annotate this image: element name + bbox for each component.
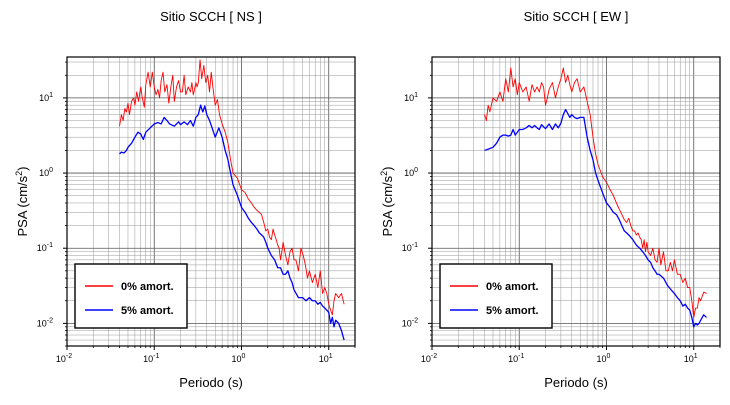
tick-exponent: -2 [47,317,53,324]
x-tick-label: 101 [319,353,333,364]
legend-box [74,263,188,329]
tick-base: 10 [319,354,329,364]
y-tick-label: 100 [39,167,53,178]
tick-exponent: 0 [607,353,611,360]
chart-panel-1: Sitio SCCH [ NS ]10-2 10-1 100 10110-210-11… [14,9,356,390]
tick-base: 10 [56,354,66,364]
y-tick-label: 10-2 [37,317,53,328]
y-axis-label-text: PSA (cm/s [15,175,30,236]
tick-base: 10 [143,354,153,364]
tick-base: 10 [597,354,607,364]
y-axis-label-end: ) [380,166,395,170]
tick-exponent: 0 [414,167,418,174]
tick-base: 10 [404,168,414,178]
series-line-damping-0 [484,67,707,318]
y-axis-label: PSA (cm/s2) [14,166,30,236]
tick-base: 10 [39,168,49,178]
tick-base: 10 [508,354,518,364]
chart-title: Sitio SCCH [ EW ] [524,9,629,24]
tick-base: 10 [39,93,49,103]
tick-exponent: -2 [412,317,418,324]
tick-exponent: 1 [414,92,418,99]
tick-exponent: -1 [47,242,53,249]
x-axis-label: Periodo (s) [179,375,243,390]
series-line-damping-5 [119,104,345,341]
plot-frame [431,56,721,347]
legend-label: 0% amort. [121,281,174,293]
x-axis-label: Periodo (s) [544,375,608,390]
plot-frame [66,56,356,347]
tick-exponent: 1 [694,353,698,360]
legend: 0% amort. 5% amort. [74,263,188,329]
x-tick-label: 100 [597,353,611,364]
tick-exponent: 1 [329,353,333,360]
y-axis-label-sup: 2 [14,171,24,176]
tick-base: 10 [37,243,47,253]
tick-base: 10 [402,318,412,328]
y-axis-label-end: ) [15,166,30,170]
x-tick-label: 10-1 [508,353,524,364]
chart-panel-2: Sitio SCCH [ EW ]10-2 10-1 100 10110-210-11… [379,9,721,390]
y-axis-label-sup: 2 [379,171,389,176]
tick-base: 10 [404,93,414,103]
tick-exponent: -1 [518,353,524,360]
y-tick-label: 101 [39,92,53,103]
tick-exponent: -1 [153,353,159,360]
tick-exponent: -2 [66,353,72,360]
y-axis-label-text: PSA (cm/s [380,175,395,236]
legend-label: 0% amort. [486,281,539,293]
series-line-damping-0 [119,59,345,316]
x-tick-label: 10-2 [421,353,437,364]
y-tick-label: 10-1 [402,242,418,253]
y-tick-label: 100 [404,167,418,178]
tick-exponent: -1 [412,242,418,249]
tick-base: 10 [232,354,242,364]
legend-box [439,263,553,329]
x-tick-label: 10-2 [56,353,72,364]
tick-exponent: 0 [49,167,53,174]
x-tick-label: 10-1 [143,353,159,364]
tick-base: 10 [37,318,47,328]
legend-label: 5% amort. [486,305,539,317]
tick-exponent: 0 [242,353,246,360]
y-axis-label: PSA (cm/s2) [379,166,395,236]
legend: 0% amort. 5% amort. [439,263,553,329]
tick-base: 10 [421,354,431,364]
chart-title: Sitio SCCH [ NS ] [160,9,262,24]
tick-base: 10 [402,243,412,253]
y-tick-label: 10-2 [402,317,418,328]
series-line-damping-5 [484,108,707,328]
tick-exponent: -2 [431,353,437,360]
tick-exponent: 1 [49,92,53,99]
y-tick-label: 101 [404,92,418,103]
x-tick-label: 100 [232,353,246,364]
legend-label: 5% amort. [121,305,174,317]
x-tick-label: 101 [684,353,698,364]
tick-base: 10 [684,354,694,364]
y-tick-label: 10-1 [37,242,53,253]
